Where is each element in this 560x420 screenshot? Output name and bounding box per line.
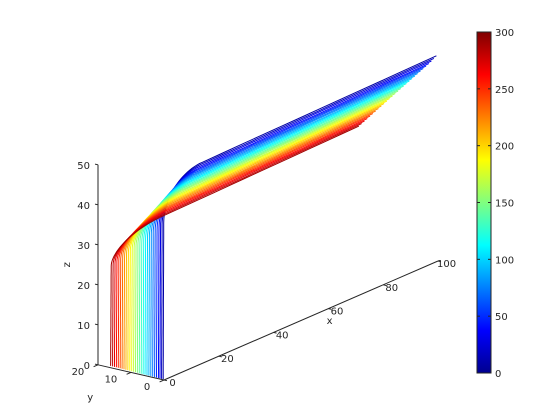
z-tick-label: 20: [77, 281, 90, 292]
contour-line: [114, 120, 365, 367]
x-tick: [383, 284, 387, 286]
z-tick: [94, 283, 99, 286]
x-tick: [273, 331, 277, 334]
contour-line: [142, 83, 407, 375]
colorbar-tick-label: 250: [495, 85, 514, 96]
z-tick: [94, 363, 99, 366]
x-tick-label: 60: [331, 307, 344, 318]
x-tick: [437, 260, 442, 263]
x-tick: [218, 355, 222, 358]
contour-line: [159, 60, 432, 379]
y-tick-label: 0: [144, 382, 150, 393]
colorbar-tick-label: 150: [495, 199, 514, 210]
z-tick-label: 50: [77, 161, 90, 172]
x-tick-label: 0: [169, 378, 175, 389]
contour-line: [156, 65, 427, 378]
z-tick: [94, 203, 99, 206]
y-axis-label: y: [87, 392, 93, 403]
contour-line: [140, 85, 404, 374]
contour-line: [131, 98, 390, 372]
colorbar-tick-label: 200: [495, 142, 514, 153]
z-tick: [94, 243, 99, 246]
y-tick: [126, 371, 132, 375]
contour-line: [162, 55, 437, 380]
colorbar-ticks: 0 50 100 150 200 250 300: [477, 28, 514, 380]
z-tick: [94, 323, 99, 326]
colorbar-gradient: [477, 32, 491, 373]
colorbar-tick-label: 300: [495, 28, 514, 39]
x-tick-label: 40: [276, 330, 289, 341]
y-tick-label: 10: [105, 374, 118, 385]
x-tick-label: 100: [437, 259, 456, 270]
contour-line: [157, 63, 430, 379]
contour-line: [136, 90, 399, 373]
colorbar-tick-label: 50: [495, 312, 508, 323]
contour-line: [110, 125, 360, 366]
x-tick: [163, 379, 168, 382]
z-tick-label: 0: [84, 361, 90, 372]
colorbar-tick-label: 100: [495, 255, 514, 266]
colorbar-tick-label: 0: [495, 369, 501, 380]
x-axis-line: [163, 260, 439, 381]
z-tick-label: 40: [77, 201, 90, 212]
z-tick: [94, 163, 99, 166]
y-tick-label: 20: [72, 367, 85, 378]
contour-line: [161, 57, 435, 379]
y-tick: [159, 379, 165, 383]
contour-lines: [110, 55, 437, 380]
x-tick-label: 80: [385, 283, 398, 294]
x-tick-label: 20: [221, 354, 234, 365]
z-tick-label: 30: [77, 241, 90, 252]
z-tick-label: 10: [77, 321, 90, 332]
x-tick: [328, 308, 332, 310]
contour-line: [154, 68, 424, 378]
colorbar: 0 50 100 150 200 250 300: [476, 28, 514, 380]
x-axis-label: x: [327, 316, 333, 327]
z-axis-label: z: [62, 262, 73, 267]
